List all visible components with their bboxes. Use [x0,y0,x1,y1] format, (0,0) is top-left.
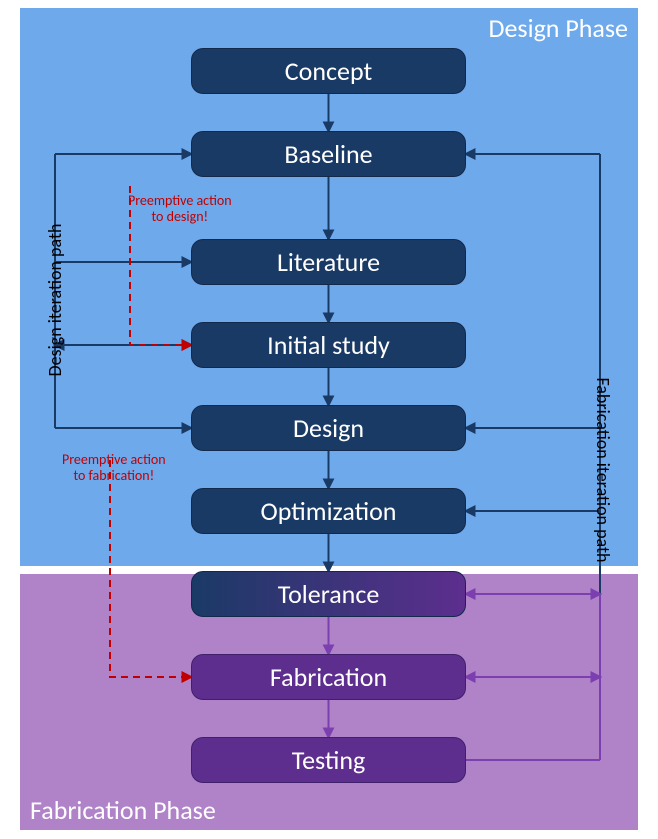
node-optimization: Optimization [191,488,466,534]
dashed-fabrication [110,460,191,677]
node-label-concept: Concept [285,55,372,87]
node-label-testing: Testing [292,744,366,776]
node-initialstudy: Initial study [191,322,466,368]
node-baseline: Baseline [191,131,466,177]
side-label-right: Fabrication iteration path [592,378,614,563]
node-label-literature: Literature [277,246,380,278]
annot_fab: Preemptive action to fabrication! [62,452,166,484]
node-label-initialstudy: Initial study [267,329,390,361]
node-label-tolerance: Tolerance [278,578,380,610]
diagram-root: Design PhaseFabrication PhaseConceptBase… [0,0,658,839]
node-label-baseline: Baseline [284,138,372,170]
annot_design: Preemptive action to design! [128,193,232,225]
node-label-optimization: Optimization [261,495,397,527]
node-concept: Concept [191,48,466,94]
node-testing: Testing [191,737,466,783]
node-fabrication: Fabrication [191,654,466,700]
node-design: Design [191,405,466,451]
node-label-fabrication: Fabrication [270,661,387,693]
side-label-left: Design iteration path [44,224,66,377]
node-literature: Literature [191,239,466,285]
node-tolerance: Tolerance [191,571,466,617]
node-label-design: Design [293,412,364,444]
